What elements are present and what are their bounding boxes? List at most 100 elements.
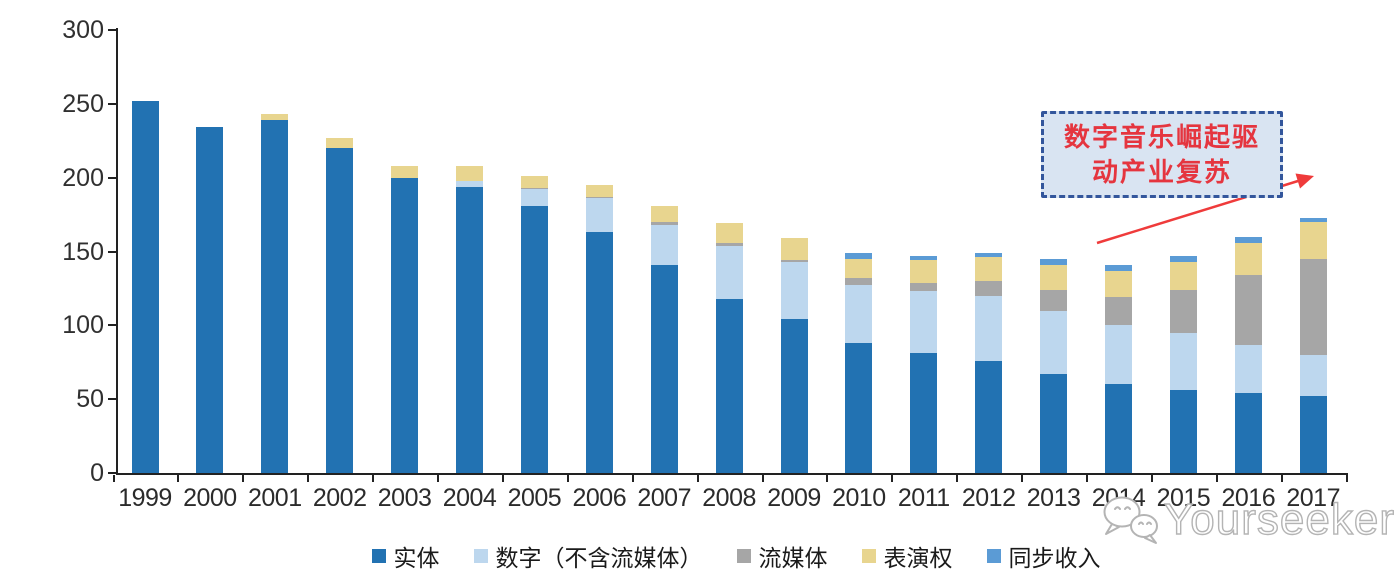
x-tick: [696, 475, 699, 482]
y-tick: [108, 250, 116, 253]
bar-segment-2017: [1299, 258, 1327, 355]
bar-segment-2011: [910, 353, 938, 473]
x-tick-label: 2017: [1286, 484, 1340, 512]
bar-segment-2014: [1105, 270, 1132, 298]
bar-segment-2010: [845, 252, 873, 259]
x-tick-label: 2001: [247, 484, 302, 512]
bar-segment-2013: [1040, 310, 1068, 375]
y-tick: [108, 102, 116, 105]
bar-segment-2017: [1299, 217, 1327, 222]
bar-segment-2011: [910, 291, 938, 354]
bar-segment-2011: [910, 255, 938, 261]
y-tick: [108, 29, 116, 31]
x-tick-label: 2000: [183, 484, 237, 512]
bar-segment-2011: [910, 282, 938, 292]
y-tick-label: 300: [62, 16, 104, 44]
bar-segment-2016: [1234, 242, 1262, 276]
x-tick: [1280, 475, 1283, 482]
bar-segment-2015: [1169, 261, 1197, 290]
bar-segment-2017: [1299, 354, 1327, 397]
watermark: Yourseeker: [1100, 491, 1395, 549]
bar-segment-2016: [1234, 236, 1262, 243]
bar-segment-2012: [975, 281, 1003, 296]
bar-segment-2007: [650, 264, 678, 473]
bar-segment-2016: [1234, 275, 1262, 345]
x-tick: [242, 475, 245, 482]
bar-segment-2014: [1105, 264, 1132, 271]
legend-item: 数字（不含流媒体）: [473, 539, 703, 573]
bar-segment-2011: [910, 260, 938, 283]
y-axis-line: [116, 28, 118, 475]
bar-segment-2005: [520, 189, 548, 206]
bar-segment-2010: [845, 285, 873, 344]
x-tick: [631, 475, 634, 482]
x-tick-label: 2008: [702, 484, 756, 512]
legend-label: 流媒体: [758, 545, 828, 571]
bar-segment-2012: [975, 257, 1003, 282]
bar-segment-2001: [261, 120, 289, 473]
x-axis-line: [116, 473, 1348, 475]
bar-segment-2016: [1234, 344, 1262, 394]
legend-label: 表演权: [883, 545, 953, 571]
x-tick: [1345, 475, 1348, 482]
legend-swatch-icon: [861, 549, 876, 563]
y-tick-label: 250: [62, 89, 104, 118]
bar-segment-2015: [1169, 332, 1197, 391]
bar-segment-2010: [845, 278, 873, 286]
annotation-line1: 数字音乐崛起驱: [1063, 121, 1260, 152]
bar-segment-2000: [196, 127, 224, 473]
annotation-box: 数字音乐崛起驱 动产业复苏: [1041, 111, 1283, 198]
bar-segment-2015: [1169, 390, 1197, 473]
bar-segment-2009: [780, 260, 808, 262]
legend: 实体 数字（不含流媒体） 流媒体 表演权 同步收入: [118, 539, 1354, 573]
annotation-line2: 动产业复苏: [1091, 156, 1232, 187]
y-tick: [108, 176, 116, 179]
bar-segment-2004: [456, 186, 483, 473]
x-tick: [761, 475, 764, 482]
x-tick: [1086, 475, 1089, 482]
y-tick-label: 150: [62, 237, 104, 266]
x-tick-label: 2002: [312, 484, 367, 512]
bar-segment-2012: [975, 295, 1003, 361]
y-tick-label: 0: [90, 459, 104, 487]
y-tick-label: 100: [62, 311, 104, 340]
bar-segment-2009: [780, 238, 808, 261]
bar-segment-2007: [650, 205, 678, 222]
y-tick: [108, 472, 116, 474]
x-tick: [1215, 475, 1218, 482]
x-tick: [891, 475, 894, 482]
legend-label: 数字（不含流媒体）: [495, 545, 703, 571]
bar-segment-2010: [845, 343, 873, 473]
x-tick-label: 2016: [1221, 484, 1276, 512]
x-tick: [437, 475, 440, 482]
x-tick-label: 2005: [507, 484, 562, 512]
x-tick: [112, 475, 115, 482]
bar-segment-2002: [326, 137, 354, 149]
legend-swatch-icon: [736, 549, 751, 563]
bar-segment-2016: [1234, 393, 1262, 473]
bar-segment-2003: [391, 177, 419, 473]
bar-segment-2009: [780, 319, 808, 473]
legend-label: 同步收入: [1008, 545, 1101, 571]
bar-segment-2017: [1299, 221, 1327, 259]
x-tick-label: 2011: [897, 484, 950, 512]
bar-segment-2015: [1169, 255, 1197, 262]
x-tick-label: 2006: [572, 484, 627, 512]
bar-segment-2008: [715, 223, 743, 243]
bar-segment-2009: [780, 261, 808, 320]
legend-swatch-icon: [473, 549, 488, 563]
wechat-bubbles-icon: [1103, 496, 1158, 544]
x-tick-label: 2007: [637, 484, 691, 512]
y-tick-label: 50: [76, 385, 104, 414]
bar-segment-2008: [715, 298, 743, 473]
x-tick: [826, 475, 829, 482]
bar-segment-2003: [391, 165, 419, 178]
legend-item: 同步收入: [986, 539, 1101, 573]
legend-item: 实体: [371, 539, 440, 573]
bar-segment-2015: [1169, 289, 1197, 333]
bar-segment-2014: [1105, 325, 1132, 385]
bar-segment-2008: [715, 245, 743, 299]
y-tick-label: 200: [62, 163, 104, 192]
bar-segment-2006: [585, 196, 613, 199]
